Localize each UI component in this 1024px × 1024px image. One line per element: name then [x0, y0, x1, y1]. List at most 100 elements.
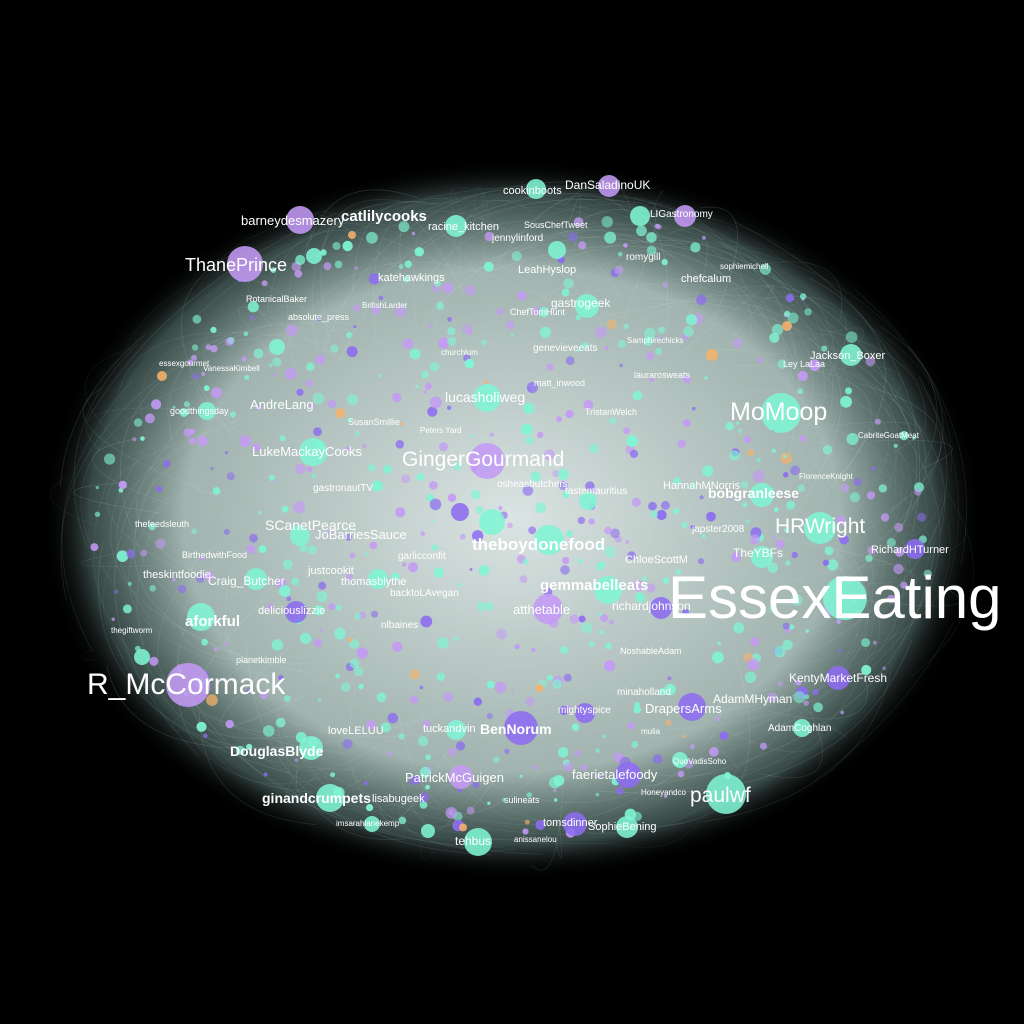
- node: [706, 774, 746, 814]
- node: [786, 500, 796, 510]
- node: [476, 601, 487, 612]
- label-cookinboots: cookinboots: [503, 185, 562, 197]
- node: [244, 375, 250, 380]
- node: [501, 797, 506, 802]
- node: [483, 261, 494, 272]
- node: [259, 691, 268, 700]
- label-gastronomy: LIGastronomy: [650, 209, 713, 220]
- label-florenceknight: FlorenceKnight: [799, 472, 854, 481]
- node: [655, 347, 663, 355]
- node: [737, 428, 742, 434]
- node: [249, 315, 255, 320]
- node: [717, 641, 721, 645]
- node: [581, 341, 589, 350]
- node: [517, 291, 527, 301]
- node: [799, 434, 807, 442]
- node: [791, 551, 798, 559]
- node: [728, 497, 732, 502]
- node: [149, 585, 156, 592]
- node: [425, 383, 432, 390]
- node: [522, 485, 534, 496]
- node: [330, 344, 339, 353]
- node: [757, 357, 764, 364]
- node: [706, 511, 716, 522]
- node: [447, 327, 456, 336]
- node: [268, 474, 276, 482]
- node: [522, 558, 529, 565]
- node: [404, 260, 412, 268]
- node: [824, 546, 834, 556]
- label-essexgourmet: essexgourmet: [159, 359, 210, 368]
- label-samphirechicks: Samphirechicks: [627, 336, 683, 345]
- node: [420, 615, 433, 628]
- node: [378, 295, 384, 301]
- node: [349, 658, 360, 669]
- node: [419, 766, 431, 779]
- node: [756, 458, 761, 463]
- node: [804, 694, 810, 700]
- node: [882, 666, 886, 670]
- label-britishlarder: BritishLarder: [362, 301, 408, 310]
- node: [410, 775, 421, 785]
- node: [701, 235, 706, 240]
- node: [294, 269, 303, 278]
- node: [316, 784, 344, 812]
- node: [414, 247, 424, 257]
- node: [464, 828, 492, 856]
- node: [604, 345, 609, 350]
- node: [213, 647, 218, 652]
- node: [790, 465, 800, 476]
- label-bennorum: BenNorum: [480, 721, 552, 737]
- node: [469, 568, 473, 571]
- node: [526, 792, 532, 798]
- node: [172, 578, 176, 582]
- node: [822, 559, 830, 566]
- node: [731, 552, 741, 562]
- node: [696, 294, 707, 305]
- label-theyfbs: TheYBFs: [733, 546, 783, 560]
- node: [353, 304, 361, 312]
- node: [566, 704, 572, 710]
- node: [761, 393, 801, 433]
- node: [714, 716, 721, 722]
- label-lucasholiweg: lucasholiweg: [445, 389, 525, 405]
- node: [557, 468, 569, 481]
- node: [777, 681, 783, 687]
- node: [657, 326, 666, 334]
- node: [134, 649, 150, 665]
- node: [893, 443, 898, 448]
- node: [334, 627, 346, 640]
- node: [366, 720, 376, 730]
- node: [346, 346, 358, 358]
- node: [366, 804, 374, 812]
- node: [683, 375, 691, 384]
- node: [447, 493, 457, 502]
- node: [409, 780, 413, 784]
- node: [630, 206, 650, 226]
- label-deliciouslizzie: deliciouslizzie: [258, 605, 325, 617]
- node: [650, 510, 658, 518]
- node: [853, 477, 862, 487]
- node: [782, 321, 792, 331]
- label-planetkimble: planetkimble: [236, 655, 287, 665]
- node: [780, 452, 792, 464]
- node: [742, 502, 748, 508]
- node: [783, 472, 789, 478]
- node: [751, 546, 773, 568]
- label-cabritegoatmeat: CabriteGoatMeat: [858, 431, 920, 440]
- node: [519, 774, 523, 779]
- node: [191, 354, 197, 361]
- node: [583, 400, 594, 410]
- node: [293, 501, 306, 514]
- node: [286, 206, 314, 234]
- label-minaholland: minaholland: [617, 687, 671, 698]
- node: [282, 559, 293, 570]
- node: [318, 581, 327, 590]
- node: [401, 562, 407, 567]
- label-japster2008: japster2008: [691, 524, 745, 535]
- node: [746, 449, 755, 457]
- node: [227, 246, 263, 282]
- node: [296, 388, 304, 396]
- node: [656, 509, 667, 521]
